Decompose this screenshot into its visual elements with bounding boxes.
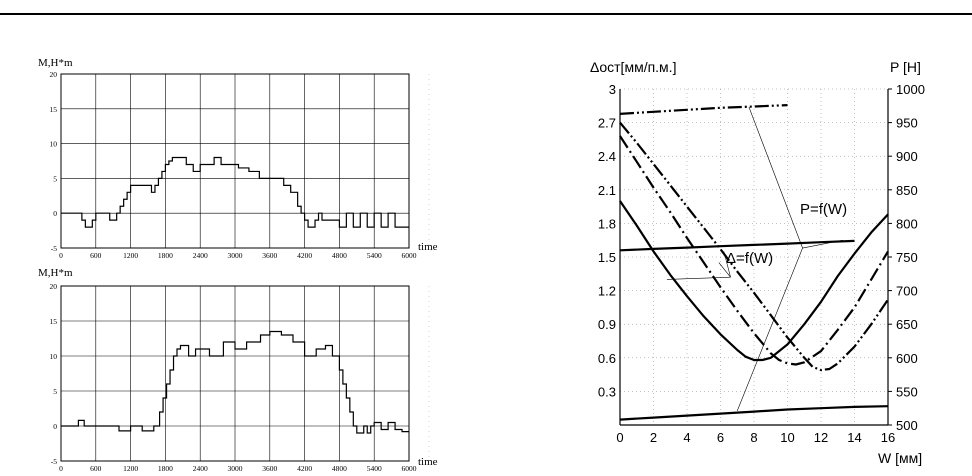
x-tick-label: 6000	[402, 464, 417, 473]
y2-tick-label: 900	[896, 149, 918, 164]
y2-tick-label: 1000	[896, 82, 925, 97]
leader-line	[748, 107, 803, 249]
y-tick-label: 15	[50, 105, 58, 114]
x-tick-label: 1800	[158, 464, 173, 473]
y-tick-label: 5	[53, 174, 57, 183]
y-tick-label: 1.8	[598, 216, 616, 231]
x-tick-label: 1800	[158, 251, 173, 260]
y-tick-label: 15	[50, 317, 58, 326]
y-tick-label: 10	[50, 140, 58, 149]
chart1-xlabel: time	[418, 241, 438, 253]
top-rule	[0, 13, 972, 15]
y-tick-label: 2.1	[598, 183, 616, 198]
chart3-ylabel: Δост[мм/п.м.]	[590, 59, 676, 75]
y-tick-label: 5	[53, 387, 57, 396]
chart3-xlabel: W [мм]	[878, 450, 922, 466]
x-tick-label: 3000	[228, 464, 243, 473]
x-tick-label: 10	[780, 430, 794, 445]
leader-line	[723, 251, 731, 278]
leader-line	[666, 276, 731, 280]
y-tick-label: 0	[53, 209, 57, 218]
series-line	[61, 156, 409, 228]
x-tick-label: 4200	[297, 464, 312, 473]
y-tick-label: 0.9	[598, 317, 616, 332]
x-tick-label: 0	[616, 430, 623, 445]
x-tick-label: 3600	[262, 464, 277, 473]
plot-frame	[60, 73, 410, 249]
y-tick-label: 1.2	[598, 284, 616, 299]
chart-right: Δост[мм/п.м.] P [H] W [мм] P=f(W) Δ=f(W)…	[590, 59, 925, 466]
x-tick-label: 3600	[262, 251, 277, 260]
y-tick-label: 2.4	[598, 149, 616, 164]
x-tick-label: 0	[59, 251, 63, 260]
y-tick-label: 20	[50, 70, 58, 79]
y-tick-label: 0.6	[598, 351, 616, 366]
x-tick-label: 2400	[193, 251, 208, 260]
series-line	[619, 200, 889, 362]
y-tick-label: 3	[609, 82, 616, 97]
annotation-delta-fw: Δ=f(W)	[726, 250, 773, 267]
x-tick-label: 600	[90, 251, 102, 260]
y2-tick-label: 700	[896, 284, 918, 299]
x-tick-label: 14	[847, 430, 861, 445]
y2-tick-label: 750	[896, 250, 918, 265]
series-line	[61, 330, 409, 434]
x-tick-label: 5400	[367, 464, 382, 473]
leader-line	[736, 247, 803, 411]
x-tick-label: 2400	[193, 464, 208, 473]
x-tick-label: 16	[881, 430, 895, 445]
y2-tick-label: 500	[896, 418, 918, 433]
y-tick-label: 1.5	[598, 250, 616, 265]
y2-tick-label: 650	[896, 317, 918, 332]
x-tick-label: 12	[814, 430, 828, 445]
y2-tick-label: 950	[896, 116, 918, 131]
y2-tick-label: 550	[896, 384, 918, 399]
x-tick-label: 6000	[402, 251, 417, 260]
x-tick-label: 0	[59, 464, 63, 473]
x-tick-label: 6	[717, 430, 724, 445]
y2-tick-label: 600	[896, 351, 918, 366]
x-tick-label: 600	[90, 464, 102, 473]
x-tick-label: 2	[650, 430, 657, 445]
chart-bottom-left: M,H*m time 0 600 1200 1800 2400 3000 3600 4200 4…	[38, 267, 438, 473]
x-tick-label: 4800	[332, 251, 347, 260]
x-tick-label: 4200	[297, 251, 312, 260]
y-tick-label: 2.7	[598, 116, 616, 131]
y2-tick-label: 850	[896, 183, 918, 198]
x-tick-label: 8	[750, 430, 757, 445]
chart3-y2label: P [H]	[890, 59, 921, 75]
x-tick-label: 4800	[332, 464, 347, 473]
y-tick-label: -5	[51, 457, 57, 466]
series-line	[619, 121, 889, 372]
chart2-ylabel: M,H*m	[38, 267, 73, 279]
x-tick-label: 3000	[228, 251, 243, 260]
x-tick-label: 1200	[123, 251, 138, 260]
series-line	[619, 104, 788, 115]
chart2-xlabel: time	[418, 456, 438, 468]
x-tick-label: 4	[683, 430, 690, 445]
chart1-ylabel: M,H*m	[38, 57, 73, 69]
series-line	[619, 405, 889, 421]
series-line	[619, 135, 889, 366]
series-line	[619, 239, 855, 252]
y-tick-label: 20	[50, 282, 58, 291]
leader-line	[718, 262, 731, 278]
y2-tick-label: 800	[896, 216, 918, 231]
y-tick-label: 0	[53, 422, 57, 431]
annotation-p-fw: P=f(W)	[800, 201, 847, 218]
leader-line	[802, 239, 843, 249]
x-tick-label: 1200	[123, 464, 138, 473]
y-tick-label: -5	[51, 244, 57, 253]
plot-frame	[60, 285, 410, 462]
y-tick-label: 10	[50, 352, 58, 361]
chart-top-left: M,H*m time 0 600 1200 1800 2400 3000 3600 4200 4…	[38, 57, 438, 260]
x-tick-label: 5400	[367, 251, 382, 260]
y-tick-label: 0.3	[598, 384, 616, 399]
